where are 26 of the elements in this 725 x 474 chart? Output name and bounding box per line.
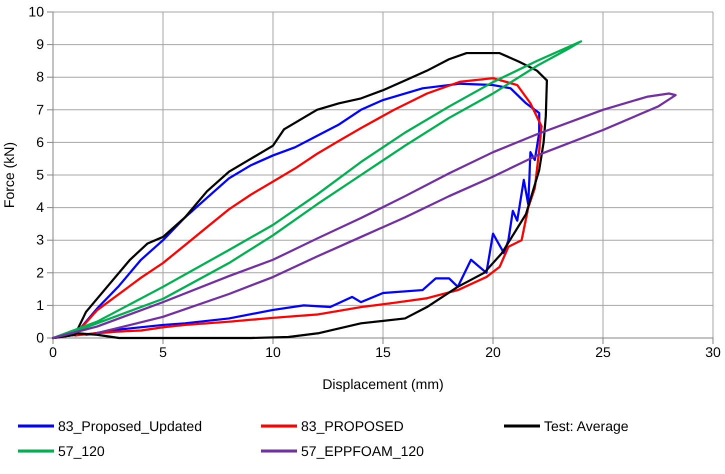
- x-tick-label: 15: [375, 344, 391, 360]
- y-tick-label: 4: [36, 199, 44, 216]
- y-tick-label: 9: [36, 36, 44, 52]
- legend-label: 83_Proposed_Updated: [58, 418, 202, 434]
- y-tick-label: 1: [36, 296, 44, 313]
- legend-label: 83_PROPOSED: [301, 418, 404, 434]
- x-tick-label: 5: [159, 344, 168, 360]
- x-tick-label: 20: [485, 344, 501, 360]
- legend-label: 57_EPPFOAM_120: [301, 443, 424, 459]
- legend-label: 57_120: [58, 443, 105, 459]
- line-series: [52, 92, 677, 340]
- y-tick-label: 7: [36, 101, 44, 118]
- y-tick-label: 5: [36, 166, 44, 182]
- y-tick-label: 6: [36, 134, 44, 150]
- x-tick-label: 10: [265, 344, 281, 360]
- y-axis-title: Force (kN): [1, 142, 17, 208]
- y-tick-label: 10: [28, 3, 44, 20]
- legend-label: Test: Average: [544, 418, 629, 434]
- y-tick-label: 3: [36, 232, 44, 248]
- y-tick-label: 0: [36, 329, 44, 346]
- y-tick-label: 2: [36, 264, 44, 280]
- x-tick-label: 30: [705, 344, 721, 360]
- x-tick-label: 0: [49, 344, 58, 360]
- x-axis-title: Displacement (mm): [322, 376, 444, 392]
- x-tick-label: 25: [595, 344, 611, 360]
- y-tick-label: 8: [36, 68, 44, 85]
